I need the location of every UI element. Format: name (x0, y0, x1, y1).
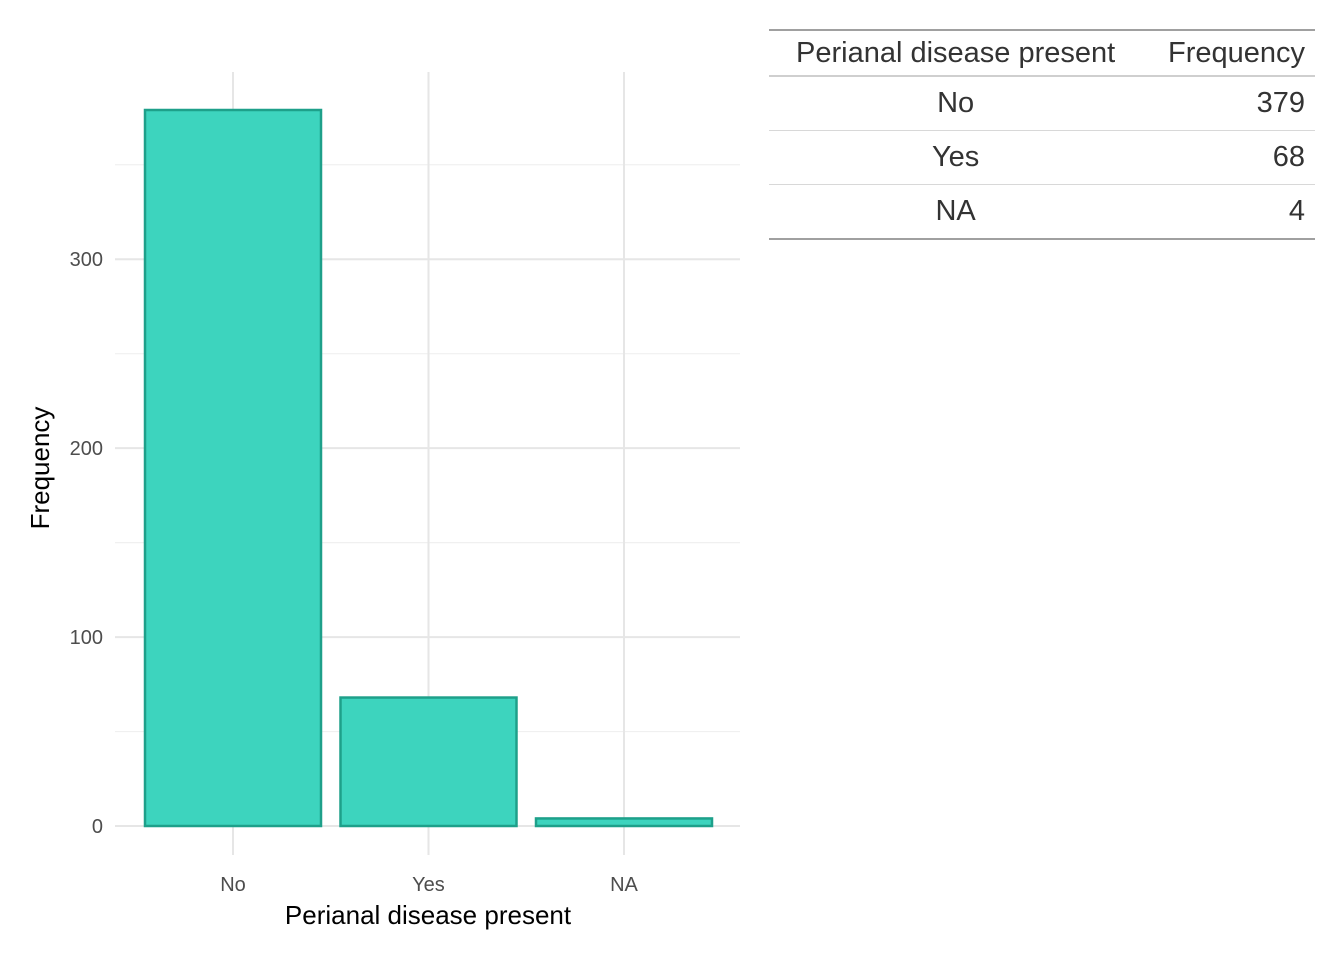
table-cell-category: NA (769, 184, 1143, 239)
frequency-table: Perianal disease present Frequency No 37… (769, 29, 1315, 240)
bar-no (143, 108, 323, 828)
x-tick-label: Yes (412, 874, 445, 896)
y-tick-label: 200 (70, 438, 103, 460)
table-row: No 379 (769, 75, 1315, 131)
y-tick-label: 300 (70, 249, 103, 271)
x-tick-label: No (220, 874, 246, 896)
y-tick-label: 100 (70, 627, 103, 649)
y-axis-title: Frequency (25, 407, 55, 530)
bar-layer (143, 108, 714, 828)
table-cell-category: No (769, 75, 1143, 131)
x-axis-title: Perianal disease present (285, 900, 572, 930)
bar-chart: 0 100 200 300 No Yes NA Perianal disease prese… (25, 72, 740, 930)
table-header-row: Perianal disease present Frequency (769, 30, 1315, 76)
table-cell-frequency: 68 (1142, 130, 1315, 185)
tick-label-layer: 0 100 200 300 No Yes NA (70, 249, 639, 896)
table-cell-frequency: 4 (1142, 184, 1315, 239)
y-tick-label: 0 (92, 816, 103, 838)
table-header-category: Perianal disease present (796, 36, 1116, 69)
x-tick-label: NA (610, 874, 638, 896)
table-cell-category: Yes (769, 130, 1143, 185)
table-cell-frequency: 379 (1142, 75, 1315, 131)
bar-yes (339, 696, 518, 828)
table-row: Yes 68 (769, 130, 1315, 185)
table-header-frequency: Frequency (1167, 36, 1305, 69)
table-row: NA 4 (769, 184, 1315, 239)
bar-na (534, 817, 714, 828)
